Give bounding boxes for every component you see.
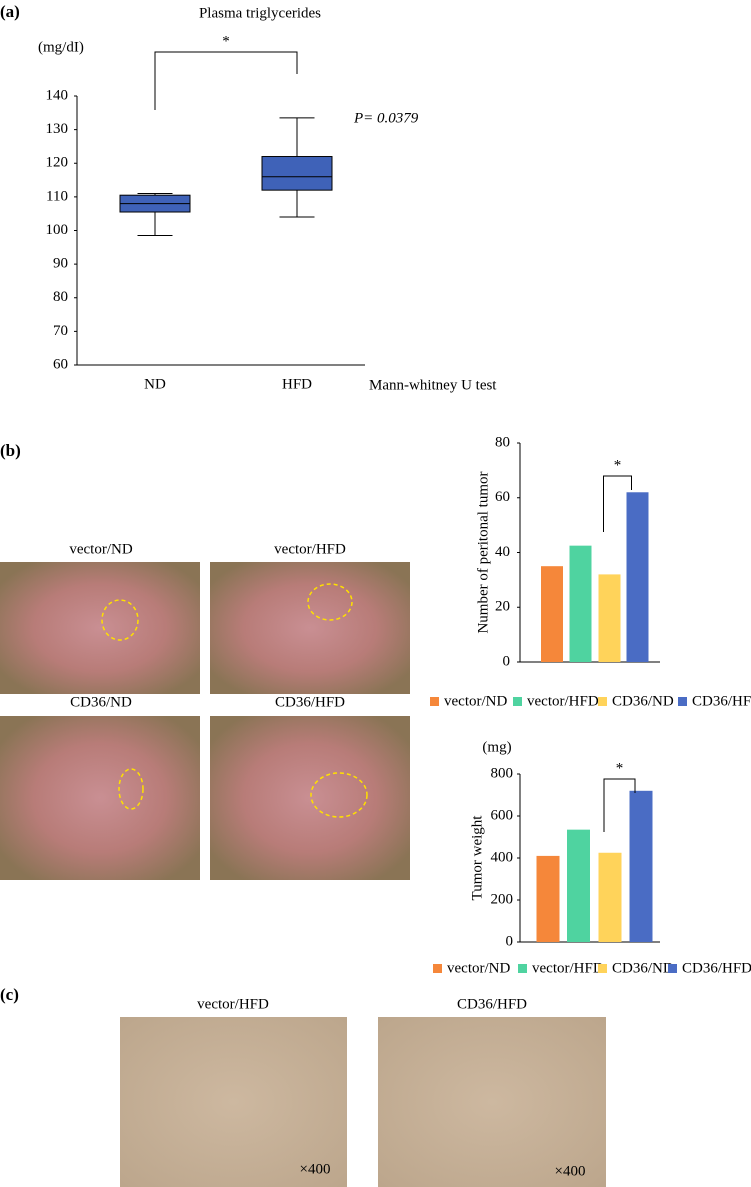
bar	[569, 545, 592, 662]
y-tick-label: 110	[46, 188, 68, 204]
bar	[598, 574, 621, 662]
legend-label: vector/ND	[444, 693, 507, 709]
photo-caption: CD36/ND	[70, 694, 132, 710]
bar	[567, 829, 590, 942]
bar	[541, 566, 563, 662]
photo-grid: vector/ND vector/HFD CD36/ND CD36/HFD	[0, 541, 410, 880]
y-axis-label: (mg/dI)	[38, 39, 84, 55]
y-tick-label: 60	[53, 356, 68, 372]
y-tick-label: 800	[491, 765, 514, 781]
photo-caption: vector/HFD	[197, 996, 269, 1012]
photo-caption: CD36/HFD	[457, 996, 527, 1012]
bar	[536, 855, 560, 942]
tumor-circle	[307, 583, 353, 621]
y-tick-label: 20	[495, 599, 510, 615]
photo	[378, 1017, 606, 1187]
y-axis-unit: (mg)	[482, 739, 511, 755]
legend-label: CD36/HFD	[692, 693, 751, 709]
tumor-circle	[118, 768, 144, 810]
legend-swatch	[518, 964, 527, 973]
legend-swatch	[678, 697, 687, 706]
legend-swatch	[433, 964, 442, 973]
photo	[210, 716, 410, 880]
y-tick-label: 130	[46, 121, 69, 137]
photo	[0, 716, 200, 880]
x-tick-label: HFD	[282, 376, 312, 392]
panel-label: (c)	[0, 985, 19, 1004]
bar	[626, 492, 649, 662]
y-tick-label: 200	[491, 891, 514, 907]
y-axis-label: Tumor weight	[469, 815, 485, 901]
y-tick-label: 60	[495, 489, 510, 505]
photo	[210, 562, 410, 694]
legend-label: vector/HFD	[527, 693, 599, 709]
legend-swatch	[598, 964, 607, 973]
y-axis-label: Number of peritonal tumor	[475, 471, 491, 633]
magnification: ×400	[555, 1163, 586, 1179]
test-name: Mann-whitney U test	[369, 377, 497, 393]
histology: vector/HFD CD36/HFD ×400 ×400	[120, 996, 606, 1187]
photo-caption: vector/HFD	[274, 541, 346, 557]
significance-bracket	[603, 475, 632, 532]
y-tick-label: 80	[53, 289, 68, 305]
y-tick-label: 400	[491, 849, 514, 865]
legend-label: vector/ND	[447, 960, 510, 976]
photo	[120, 1017, 347, 1187]
significance-label: *	[616, 760, 624, 776]
y-tick-label: 120	[46, 155, 69, 171]
significance-bracket	[603, 778, 636, 832]
y-tick-label: 40	[495, 544, 510, 560]
p-value: P= 0.0379	[353, 110, 419, 126]
legend-label: CD36/HFD	[682, 960, 751, 976]
legend-swatch	[513, 697, 522, 706]
y-tick-label: 600	[491, 807, 514, 823]
y-tick-label: 100	[46, 222, 69, 238]
y-tick-label: 0	[503, 653, 511, 669]
y-tick-label: 140	[46, 87, 69, 103]
significance-label: *	[222, 33, 230, 49]
y-tick-label: 80	[495, 434, 510, 450]
box	[261, 156, 333, 191]
panel-label: (b)	[0, 441, 21, 460]
legend-swatch	[598, 697, 607, 706]
legend-label: CD36/ND	[612, 693, 674, 709]
significance-label: *	[614, 457, 622, 473]
legend-label: vector/HFD	[532, 960, 604, 976]
legend-swatch	[430, 697, 439, 706]
x-tick-label: ND	[144, 376, 166, 392]
photo	[0, 562, 200, 694]
bar	[629, 790, 653, 942]
tumor-circle	[101, 599, 139, 641]
y-tick-label: 90	[53, 256, 68, 272]
photo-caption: vector/ND	[69, 541, 132, 557]
significance-bracket	[154, 51, 298, 110]
panel-label: (a)	[0, 2, 20, 21]
y-tick-label: 70	[53, 323, 68, 339]
tumor-circle	[310, 772, 368, 818]
legend-label: CD36/ND	[612, 960, 674, 976]
legend-swatch	[668, 964, 677, 973]
photo-caption: CD36/HFD	[275, 694, 345, 710]
bar	[598, 852, 622, 942]
chart-title: Plasma triglycerides	[199, 5, 321, 21]
y-tick-label: 0	[506, 933, 514, 949]
magnification: ×400	[300, 1161, 331, 1177]
